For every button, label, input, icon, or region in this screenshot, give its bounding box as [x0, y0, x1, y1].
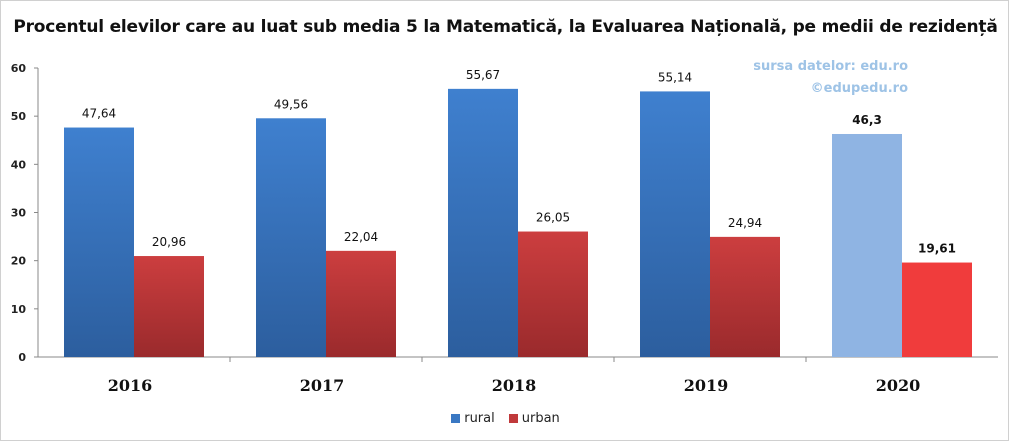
- y-tick-label: 20: [11, 255, 27, 268]
- data-label-rural-2017: 49,56: [274, 97, 308, 111]
- x-tick-label: 2016: [108, 376, 153, 395]
- bar-urban-2016: [134, 256, 204, 357]
- data-label-rural-2016: 47,64: [82, 107, 116, 121]
- data-label-urban-2016: 20,96: [152, 235, 186, 249]
- data-label-rural-2020: 46,3: [852, 113, 882, 127]
- legend-swatch: [508, 414, 518, 423]
- data-label-urban-2017: 22,04: [344, 230, 378, 244]
- bar-rural-2018: [448, 88, 518, 357]
- bar-rural-2017: [256, 118, 326, 357]
- bar-urban-2017: [326, 250, 396, 357]
- legend-item-rural: rural: [451, 411, 495, 426]
- x-tick-label: 2017: [300, 376, 345, 395]
- x-tick-label: 2020: [876, 376, 921, 395]
- legend-label: urban: [521, 411, 560, 426]
- y-tick-label: 50: [11, 110, 27, 123]
- legend-item-urban: urban: [508, 411, 560, 426]
- legend-swatch: [451, 414, 461, 423]
- source-text: sursa datelor: edu.ro: [753, 59, 908, 74]
- copyright-text: ©edupedu.ro: [810, 81, 908, 96]
- x-tick-label: 2018: [492, 376, 537, 395]
- legend-label: rural: [464, 411, 495, 426]
- y-tick-label: 40: [11, 158, 27, 171]
- chart-legend: rural urban: [1, 411, 1009, 426]
- data-label-rural-2019: 55,14: [658, 70, 692, 84]
- y-tick-label: 10: [11, 303, 27, 316]
- data-label-rural-2018: 55,67: [466, 68, 500, 82]
- data-label-urban-2018: 26,05: [536, 211, 570, 225]
- bar-urban-2020: [902, 262, 972, 357]
- y-tick-label: 60: [11, 62, 27, 75]
- bar-urban-2019: [710, 236, 780, 357]
- data-label-urban-2019: 24,94: [728, 216, 762, 230]
- bar-rural-2016: [64, 127, 134, 357]
- bar-rural-2020: [832, 133, 902, 357]
- y-tick-label: 0: [18, 351, 26, 364]
- chart-title: Procentul elevilor care au luat sub medi…: [13, 17, 998, 37]
- x-tick-label: 2019: [684, 376, 729, 395]
- y-tick-label: 30: [11, 207, 27, 220]
- data-label-urban-2020: 19,61: [918, 242, 956, 256]
- bar-urban-2018: [518, 231, 588, 357]
- bar-rural-2019: [640, 91, 710, 357]
